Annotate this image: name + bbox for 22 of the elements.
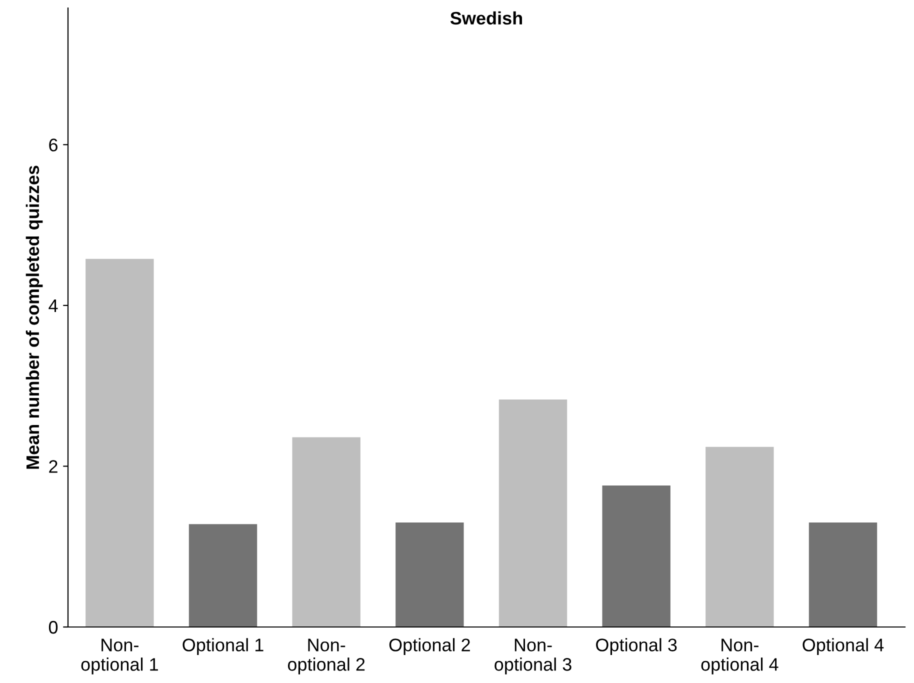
x-tick-label: Non- optional 2 [288,638,365,674]
x-tick-label: Non- optional 3 [494,638,572,674]
x-tick-label: Non- optional 4 [701,638,778,674]
bar [396,522,464,627]
bar [602,486,670,627]
bar [808,522,878,627]
x-tick-label: Optional 4 [802,638,884,655]
y-axis-title: Mean number of completed quizzes [26,166,43,469]
x-tick-label: Optional 1 [182,638,264,655]
x-tick-label: Optional 2 [389,638,470,655]
x-tick-label: Optional 3 [596,638,677,655]
chart-title: Swedish [450,11,522,25]
bar [498,399,568,627]
y-tick-label: 4 [48,300,58,312]
bar [706,446,774,627]
y-tick-label: 0 [48,620,58,634]
bar [86,258,154,627]
bar [292,437,360,627]
y-tick-label: 6 [49,138,58,152]
bar [188,524,258,627]
y-tick-label: 2 [49,460,58,473]
x-tick-label: Non- optional 1 [81,638,158,674]
